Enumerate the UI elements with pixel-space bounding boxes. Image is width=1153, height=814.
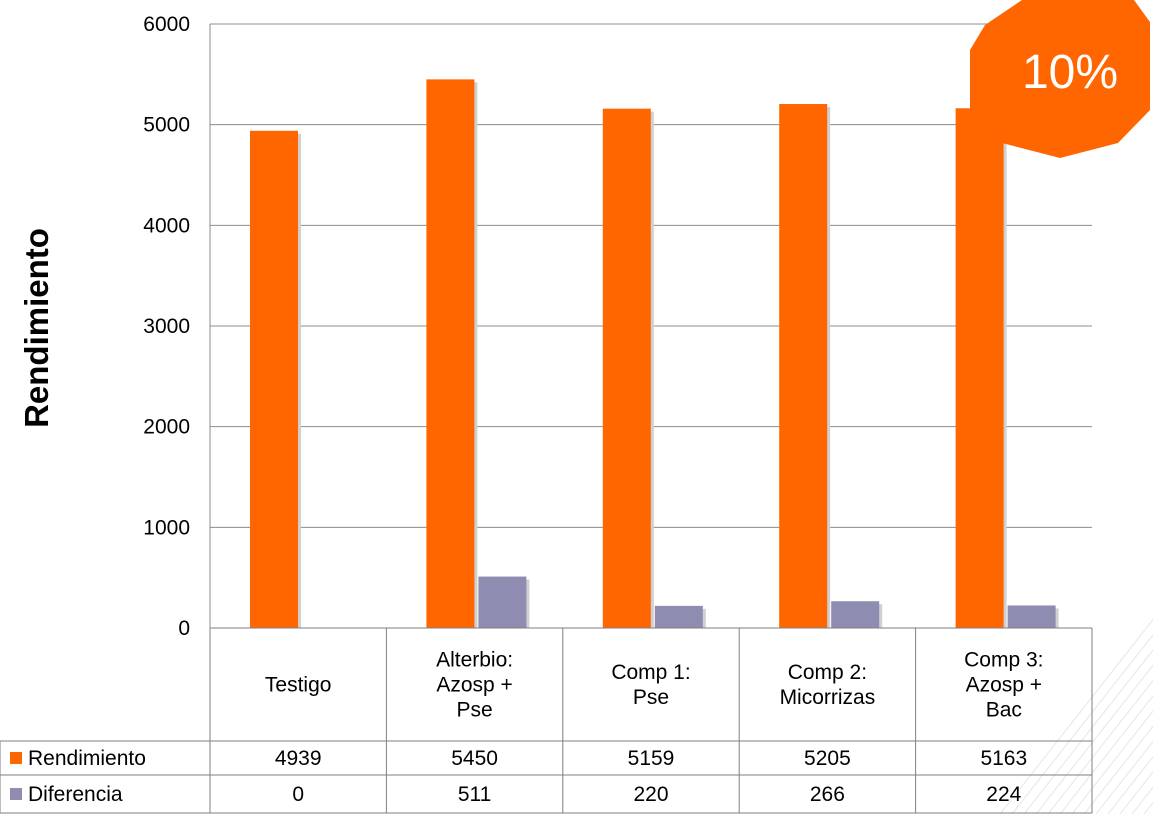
bar-rendimiento xyxy=(602,108,651,629)
table-value: 266 xyxy=(810,783,845,806)
table-value: 5163 xyxy=(980,747,1027,770)
table-value: 220 xyxy=(633,783,668,806)
y-tick-label: 0 xyxy=(178,617,190,640)
stripe-line xyxy=(999,618,1153,814)
table-value: 511 xyxy=(458,783,491,806)
stripe-line xyxy=(1035,664,1153,814)
bar-rendimiento xyxy=(426,79,475,628)
y-tick-label: 1000 xyxy=(143,516,190,539)
bar-rendimiento xyxy=(955,108,1004,629)
stripe-line xyxy=(1023,649,1153,814)
stripe-line xyxy=(1011,634,1153,814)
category-label: Pse xyxy=(633,686,669,709)
percent-badge: 10% xyxy=(970,0,1150,158)
y-tick-label: 6000 xyxy=(143,13,190,36)
y-tick-label: 5000 xyxy=(143,114,190,137)
background-stripes xyxy=(999,618,1153,814)
y-tick-label: 3000 xyxy=(143,315,190,338)
category-label: Pse xyxy=(457,699,493,722)
table-value: 5159 xyxy=(628,747,675,770)
y-axis: 0 1000 2000 3000 4000 5000 6000 xyxy=(143,13,190,640)
y-axis-label: Rendimiento xyxy=(18,228,55,428)
badge-text: 10% xyxy=(1022,46,1118,99)
bar-rendimiento xyxy=(779,104,828,628)
category-label: Azosp + xyxy=(966,674,1042,697)
category-label: Alterbio: xyxy=(436,649,513,672)
legend-label-diferencia: Diferencia xyxy=(28,783,123,806)
table-value: 5205 xyxy=(804,747,851,770)
legend-label-rendimiento: Rendimiento xyxy=(28,747,146,770)
stripe-line xyxy=(1095,740,1153,814)
stripe-line xyxy=(1047,679,1153,814)
category-label: Micorrizas xyxy=(780,686,876,709)
bars xyxy=(250,79,1059,629)
badge-octagon xyxy=(970,0,1150,158)
stripe-line xyxy=(1083,725,1153,814)
table-value: 5450 xyxy=(451,747,498,770)
y-tick-label: 2000 xyxy=(143,416,190,439)
bar-diferencia xyxy=(654,605,703,628)
stripe-line xyxy=(1059,695,1153,814)
legend-key-diferencia xyxy=(10,788,22,800)
category-label: Azosp + xyxy=(436,674,512,697)
category-label: Bac xyxy=(986,699,1022,722)
bar-diferencia xyxy=(831,601,880,628)
y-tick-label: 4000 xyxy=(143,214,190,237)
table-value: 4939 xyxy=(275,747,322,770)
bar-diferencia xyxy=(478,576,527,628)
stripe-line xyxy=(1107,756,1153,814)
table-value: 0 xyxy=(292,783,304,806)
category-label: Testigo xyxy=(265,674,332,697)
table-value: 224 xyxy=(986,783,1021,806)
stripe-line xyxy=(1071,710,1153,814)
legend-key-rendimiento xyxy=(10,752,22,764)
bar-rendimiento xyxy=(250,130,298,629)
category-label: Comp 3: xyxy=(964,649,1043,672)
category-label: Comp 2: xyxy=(788,661,867,684)
bar-diferencia xyxy=(1007,605,1056,628)
category-label: Comp 1: xyxy=(611,661,690,684)
